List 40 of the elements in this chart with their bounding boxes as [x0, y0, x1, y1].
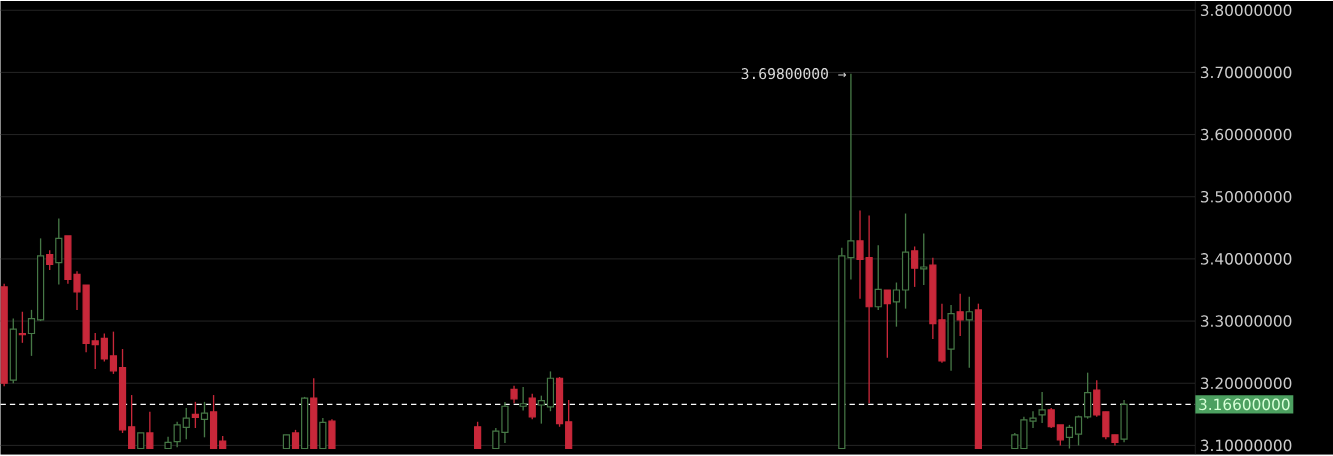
- y-tick-label: 3.30000000: [1200, 315, 1292, 328]
- candlestick: [182, 407, 190, 441]
- candlestick: [519, 386, 527, 412]
- candlestick: [46, 249, 54, 271]
- candlestick: [291, 429, 300, 450]
- candlestick: [191, 401, 199, 429]
- candlestick: [128, 394, 136, 450]
- candlestick: [847, 73, 855, 281]
- candlestick: [1074, 415, 1083, 447]
- candlestick: [200, 401, 209, 439]
- ref-line-label: 3.16600000: [1199, 398, 1290, 411]
- candlestick: [911, 245, 919, 288]
- candlestick: [100, 333, 108, 363]
- candlestick: [474, 421, 482, 450]
- candlestick: [874, 244, 882, 311]
- candlestick: [956, 293, 964, 337]
- y-tick-label: 3.10000000: [1200, 439, 1292, 452]
- candlestick: [920, 232, 928, 286]
- y-tick-label: 3.70000000: [1200, 66, 1292, 79]
- candlestick: [146, 411, 154, 450]
- candlestick: [1065, 424, 1074, 450]
- candlestick: [173, 421, 181, 449]
- candlestick: [492, 427, 500, 450]
- candlestick: [892, 282, 901, 328]
- candlestick: [883, 289, 891, 359]
- candlestick: [1056, 424, 1064, 447]
- candlestick: [91, 332, 99, 370]
- candlestick: [109, 331, 118, 375]
- y-tick-label: 3.40000000: [1200, 253, 1292, 265]
- y-tick-label: 3.20000000: [1200, 377, 1292, 390]
- y-tick-label: 3.80000000: [1200, 4, 1292, 17]
- candlestick: [1047, 407, 1055, 429]
- candlestick: [1038, 391, 1046, 424]
- y-tick-label: 3.60000000: [1200, 128, 1292, 141]
- annotation: 3.69800000 →: [741, 68, 847, 80]
- candlestick: [965, 296, 973, 369]
- y-tick-label: 3.50000000: [1200, 191, 1292, 203]
- candlestick: [27, 309, 36, 357]
- candlestick: [537, 395, 545, 425]
- candlestick: [528, 393, 536, 421]
